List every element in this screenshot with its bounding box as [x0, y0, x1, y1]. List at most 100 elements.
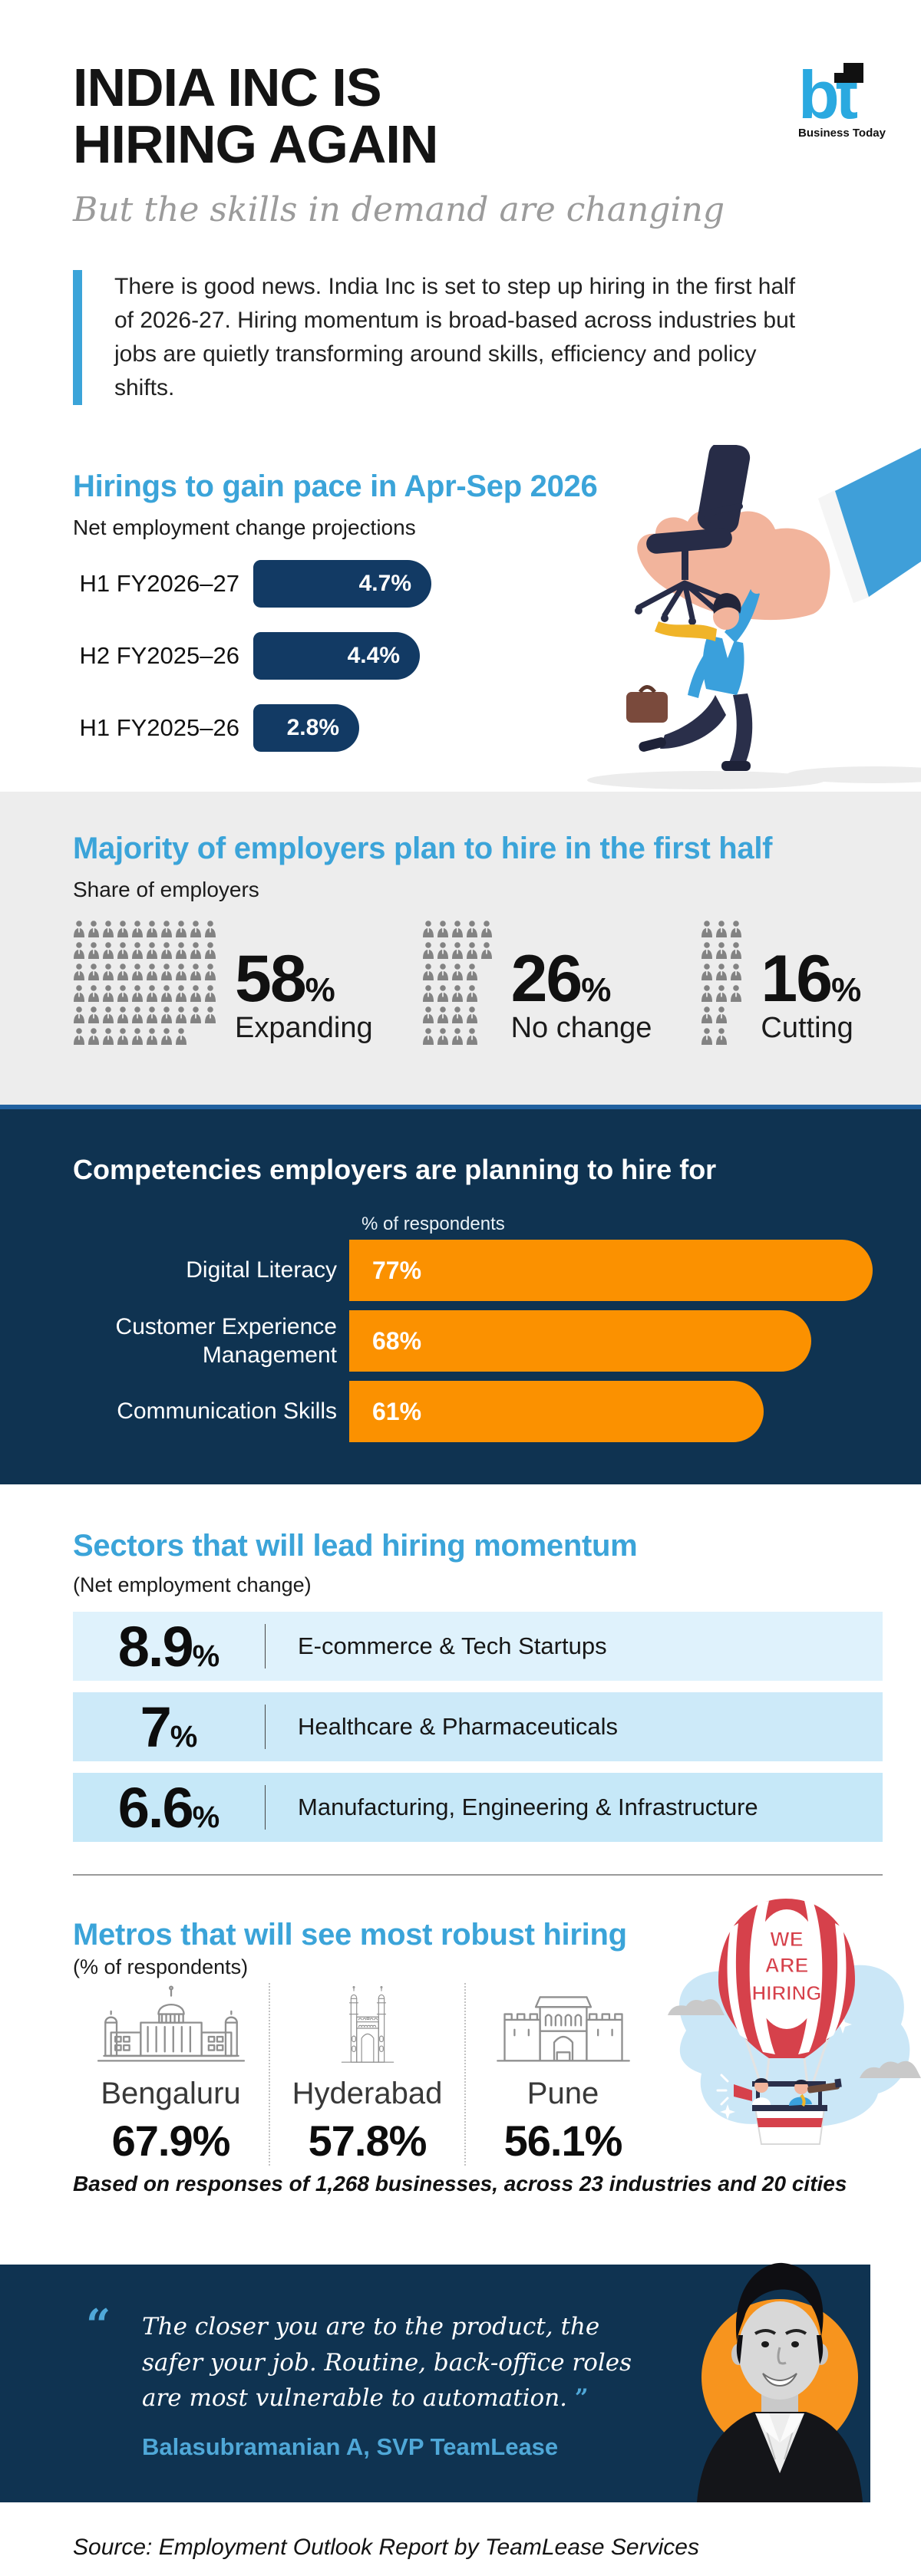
pictogram-row	[422, 1006, 493, 1023]
person-icon	[160, 921, 173, 937]
person-icon	[87, 942, 100, 959]
metros-title: Metros that will see most robust hiring	[73, 1918, 627, 1952]
pictogram-grid	[422, 921, 493, 1045]
person-icon	[87, 921, 100, 937]
sector-label: Healthcare & Pharmaceuticals	[298, 1713, 618, 1740]
metro-value: 57.8%	[308, 2116, 427, 2165]
person-icon	[87, 1006, 100, 1023]
sector-row: 7% Healthcare & Pharmaceuticals	[73, 1692, 883, 1761]
pictogram-row	[701, 1006, 742, 1023]
hirings-bar-value: 4.7%	[358, 571, 411, 596]
telescope-person-icon	[789, 2078, 842, 2107]
metro-name: Hyderabad	[292, 2077, 443, 2110]
person-icon	[730, 964, 742, 980]
person-icon	[701, 1006, 713, 1023]
person-icon	[190, 942, 202, 959]
svg-text:HIRING: HIRING	[752, 1981, 822, 2004]
sector-divider	[265, 1624, 266, 1668]
person-icon	[131, 1006, 144, 1023]
competency-row: Customer Experience Management 68%	[73, 1310, 873, 1372]
person-icon	[730, 985, 742, 1002]
pictogram-caption: Expanding	[235, 1012, 373, 1044]
competency-bar: 68%	[349, 1310, 811, 1372]
page-title-line1: INDIA INC IS	[73, 58, 382, 117]
hand-offering-chair-illustration	[587, 445, 921, 789]
businessman-icon	[626, 581, 763, 771]
balloon-text-we: WE	[770, 1928, 804, 1951]
pictogram-row	[73, 1028, 216, 1045]
person-icon	[422, 921, 434, 937]
bt-logo-name: Business Today	[798, 127, 886, 140]
person-icon	[146, 942, 158, 959]
person-icon	[102, 985, 114, 1002]
person-icon	[175, 964, 187, 980]
pictogram-row	[422, 942, 493, 959]
person-icon	[131, 921, 144, 937]
person-icon	[175, 1006, 187, 1023]
pictogram-value: 16%	[761, 941, 861, 1016]
person-icon	[175, 985, 187, 1002]
person-icon	[117, 1006, 129, 1023]
hirings-bar-row: H2 FY2025–26 4.4%	[73, 632, 431, 680]
person-icon	[422, 1028, 434, 1045]
hirings-chart-title: Hirings to gain pace in Apr-Sep 2026	[73, 469, 598, 503]
pictogram-grid	[73, 921, 216, 1045]
person-icon	[160, 1028, 173, 1045]
competency-bar: 77%	[349, 1240, 873, 1301]
pictogram-label: 26% No change	[510, 946, 652, 1045]
pictogram-row	[73, 921, 216, 937]
person-icon	[715, 942, 728, 959]
person-icon	[102, 1028, 114, 1045]
person-icon	[451, 964, 464, 980]
source-text: Source: Employment Outlook Report by Tea…	[73, 2535, 699, 2560]
person-icon	[146, 921, 158, 937]
open-quote-icon: “	[86, 2300, 111, 2350]
person-icon	[437, 1006, 449, 1023]
sectors-subtitle: (Net employment change)	[73, 1573, 312, 1596]
competencies-chart-title: Competencies employers are planning to h…	[73, 1154, 717, 1185]
section-source: Source: Employment Outlook Report by Tea…	[0, 2524, 921, 2576]
person-icon	[451, 1028, 464, 1045]
sector-row: 6.6% Manufacturing, Engineering & Infrast…	[73, 1773, 883, 1842]
pictogram-row	[422, 921, 493, 937]
hirings-bar-category: H2 FY2025–26	[79, 642, 239, 669]
person-icon	[466, 1028, 478, 1045]
bt-logo-mark: bt	[798, 61, 864, 129]
vidhana-soudha-icon	[94, 1983, 248, 2064]
footnote: Based on responses of 1,268 businesses, …	[73, 2172, 847, 2196]
person-icon	[437, 1028, 449, 1045]
person-icon	[730, 942, 742, 959]
hirings-bar-row: H1 FY2025–26 2.8%	[73, 704, 431, 752]
pictogram-row	[73, 942, 216, 959]
person-icon	[160, 985, 173, 1002]
person-icon	[422, 1006, 434, 1023]
page-title-line2: HIRING AGAIN	[73, 114, 438, 174]
person-icon	[117, 1028, 129, 1045]
section-divider	[73, 1874, 883, 1876]
metro-value: 67.9%	[111, 2116, 231, 2165]
person-icon	[715, 1006, 728, 1023]
pictogram-grid	[701, 921, 742, 1045]
competency-bar: 61%	[349, 1381, 764, 1442]
person-icon	[437, 985, 449, 1002]
person-icon	[451, 985, 464, 1002]
person-icon	[437, 964, 449, 980]
person-icon	[117, 942, 129, 959]
pictogram-caption: No change	[510, 1012, 652, 1044]
competencies-axis-label: % of respondents	[361, 1214, 505, 1234]
sectors-list: 8.9% E-commerce & Tech Startups 7% Healthca…	[73, 1612, 883, 1853]
page-subtitle: But the skills in demand are changing	[73, 190, 725, 229]
pictogram-value: 58%	[235, 941, 335, 1016]
pictogram-row	[701, 985, 742, 1002]
person-icon	[73, 1028, 85, 1045]
cloud-icon	[860, 2060, 921, 2078]
sector-row: 8.9% E-commerce & Tech Startups	[73, 1612, 883, 1681]
section-quote: “ The closer you are to the product, the…	[0, 2203, 921, 2524]
person-icon	[131, 985, 144, 1002]
person-icon	[160, 942, 173, 959]
sectors-title: Sectors that will lead hiring momentum	[73, 1529, 638, 1563]
person-icon	[87, 985, 100, 1002]
person-icon	[204, 942, 216, 959]
svg-text:ARE: ARE	[764, 1954, 808, 1977]
pictogram-row	[701, 942, 742, 959]
